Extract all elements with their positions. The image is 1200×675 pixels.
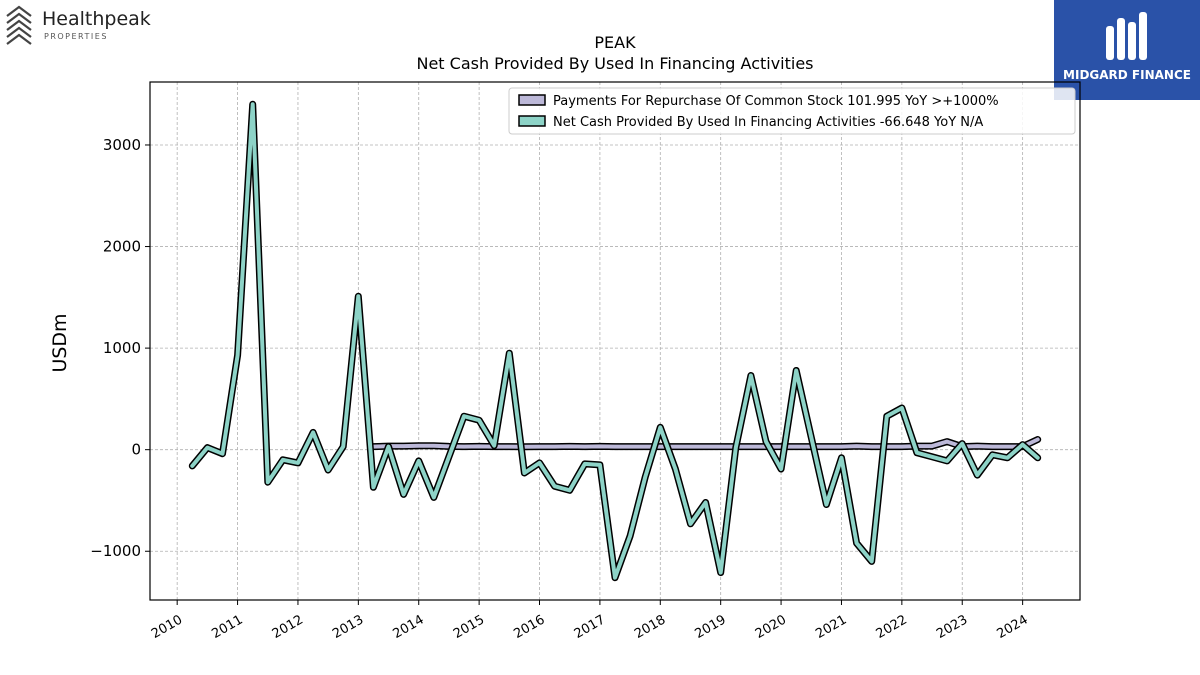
x-tick-label: 2024 (994, 612, 1030, 642)
series-lines (188, 100, 1042, 582)
x-tick-label: 2014 (391, 612, 427, 642)
x-tick-label: 2019 (693, 612, 729, 642)
legend-box (508, 87, 1076, 135)
legend-swatch (518, 115, 546, 127)
y-tick-label: −1000 (90, 542, 141, 560)
legend-entry: Net Cash Provided By Used In Financing A… (553, 115, 983, 130)
healthpeak-logo: Healthpeak PROPERTIES (4, 4, 174, 48)
y-tick-label: 1000 (103, 339, 141, 357)
x-tick-label: 2022 (874, 612, 910, 642)
x-tick-label: 2013 (330, 612, 366, 642)
y-tick-label: 2000 (103, 238, 141, 256)
healthpeak-logo-icon (6, 5, 32, 45)
x-tick-label: 2020 (753, 612, 789, 642)
series-outline-net-cash-financing (188, 100, 1042, 582)
series-line-repurchase-stock (371, 437, 1040, 449)
x-tick-label: 2023 (934, 612, 970, 642)
x-tick-label: 2012 (270, 612, 306, 642)
x-tick-label: 2010 (149, 612, 185, 642)
x-tick-label: 2011 (209, 612, 245, 642)
midgard-finance-logo: MIDGARD FINANCE (1054, 0, 1200, 100)
legend-swatch (518, 94, 546, 106)
chart-title: PEAK (594, 33, 636, 52)
healthpeak-logo-subtitle: PROPERTIES (44, 32, 108, 41)
chart-titles: PEAK Net Cash Provided By Used In Financ… (150, 32, 1080, 74)
legend-entry: Payments For Repurchase Of Common Stock … (553, 94, 999, 109)
x-tick-label: 2016 (511, 612, 547, 642)
x-tick-label: 2017 (572, 612, 608, 642)
series-line-net-cash-financing (190, 102, 1040, 580)
legend: Payments For Repurchase Of Common Stock … (508, 87, 1076, 135)
plot-area-frame (149, 81, 1081, 601)
x-tick-label: 2021 (813, 612, 849, 642)
grid-lines (150, 82, 1080, 600)
x-tick-label: 2018 (632, 612, 668, 642)
midgard-m-icon (1106, 12, 1147, 60)
y-axis-label: USDm (49, 313, 71, 372)
healthpeak-logo-name: Healthpeak (42, 8, 151, 30)
x-tick-label: 2015 (451, 612, 487, 642)
y-tick-label: 0 (131, 441, 141, 459)
midgard-finance-logo-name: MIDGARD FINANCE (1063, 68, 1191, 82)
chart-subtitle: Net Cash Provided By Used In Financing A… (416, 54, 814, 73)
y-tick-label: 3000 (103, 136, 141, 154)
